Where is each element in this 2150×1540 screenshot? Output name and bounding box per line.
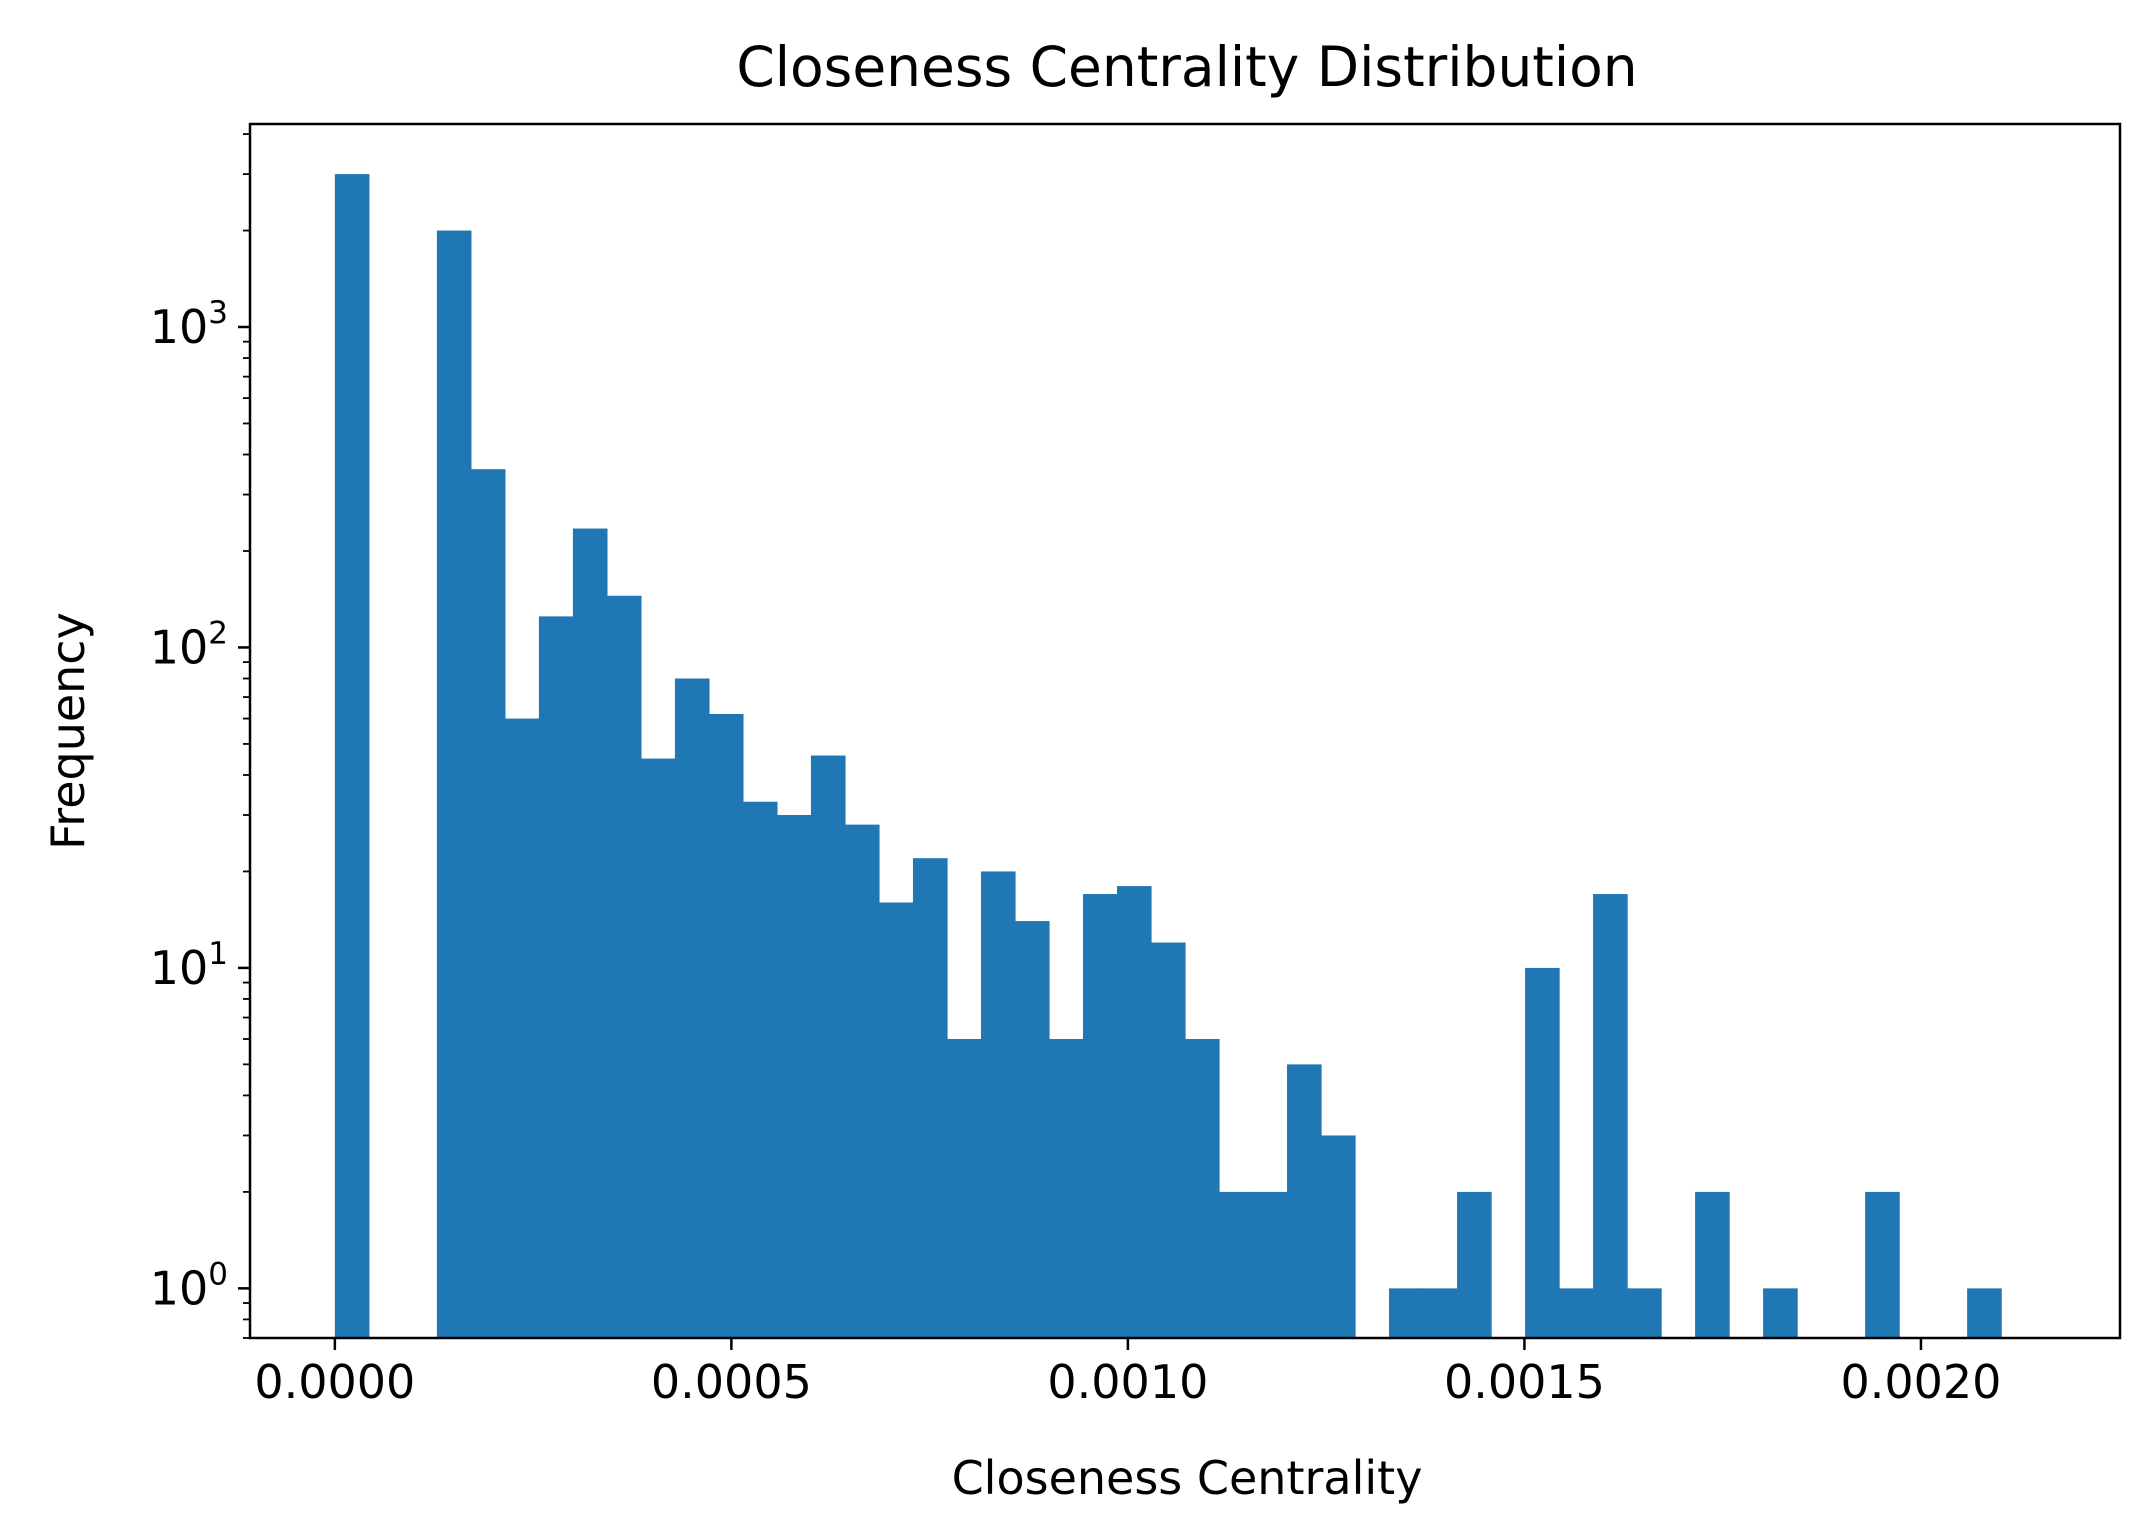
histogram-bar	[436, 230, 472, 1338]
histogram-bar	[776, 815, 812, 1338]
histogram-bar	[844, 824, 880, 1338]
histogram-bar	[1116, 886, 1152, 1338]
y-axis-label: Frequency	[41, 612, 95, 850]
histogram-bar	[1014, 921, 1050, 1338]
histogram-bar	[640, 758, 676, 1338]
histogram-bar	[1253, 1191, 1288, 1338]
histogram-bar	[1150, 942, 1186, 1338]
y-axis-ticks: 100 101 102 103	[150, 295, 250, 1315]
histogram-bar	[470, 469, 506, 1338]
histogram-bar	[946, 1038, 982, 1338]
x-tick-label: 0.0020	[1840, 1355, 2001, 1409]
histogram-bar	[980, 871, 1016, 1338]
histogram-bar	[1763, 1288, 1798, 1338]
y-tick-label: 100	[150, 1256, 228, 1315]
histogram-bar	[878, 902, 914, 1338]
histogram-bar	[1593, 894, 1628, 1338]
histogram-bar	[1048, 1038, 1084, 1338]
histogram-bar	[1082, 894, 1118, 1338]
histogram-bar	[504, 718, 540, 1338]
histogram-bar	[674, 678, 710, 1338]
histogram-bar	[912, 858, 948, 1338]
histogram-bar	[1627, 1288, 1662, 1338]
histogram-bar	[538, 616, 574, 1338]
histogram-bar	[1695, 1191, 1730, 1338]
histogram-bar	[708, 713, 744, 1338]
histogram-bar	[1321, 1135, 1356, 1338]
histogram-bar	[810, 755, 846, 1338]
y-tick-label: 103	[150, 295, 228, 354]
histogram-bar	[1219, 1191, 1254, 1338]
histogram-bar	[1423, 1288, 1458, 1338]
histogram-bar	[1865, 1191, 1900, 1338]
y-tick-label: 101	[150, 936, 228, 995]
x-axis-ticks: 0.0000 0.0005 0.0010 0.0015 0.0020	[254, 1338, 2001, 1409]
histogram-bar	[1185, 1038, 1220, 1338]
histogram-bar	[1457, 1191, 1492, 1338]
x-axis-label: Closeness Centrality	[952, 1451, 1423, 1505]
histogram-bar	[334, 174, 370, 1338]
plot-frame	[248, 122, 2122, 1340]
x-tick-label: 0.0010	[1047, 1355, 1208, 1409]
histogram-bar	[742, 801, 778, 1338]
histogram-bar	[572, 528, 608, 1338]
x-tick-label: 0.0000	[254, 1355, 415, 1409]
histogram-bar	[1559, 1288, 1594, 1338]
bars-group	[334, 174, 2002, 1338]
histogram-bar	[1287, 1064, 1322, 1338]
chart-title: Closeness Centrality Distribution	[736, 35, 1637, 99]
histogram-bar	[1967, 1288, 2002, 1338]
histogram-bar	[1389, 1288, 1424, 1338]
y-tick-label: 102	[150, 615, 228, 674]
x-tick-label: 0.0005	[651, 1355, 812, 1409]
histogram-bar	[1525, 967, 1560, 1338]
x-tick-label: 0.0015	[1444, 1355, 1605, 1409]
histogram-bar	[606, 595, 642, 1338]
